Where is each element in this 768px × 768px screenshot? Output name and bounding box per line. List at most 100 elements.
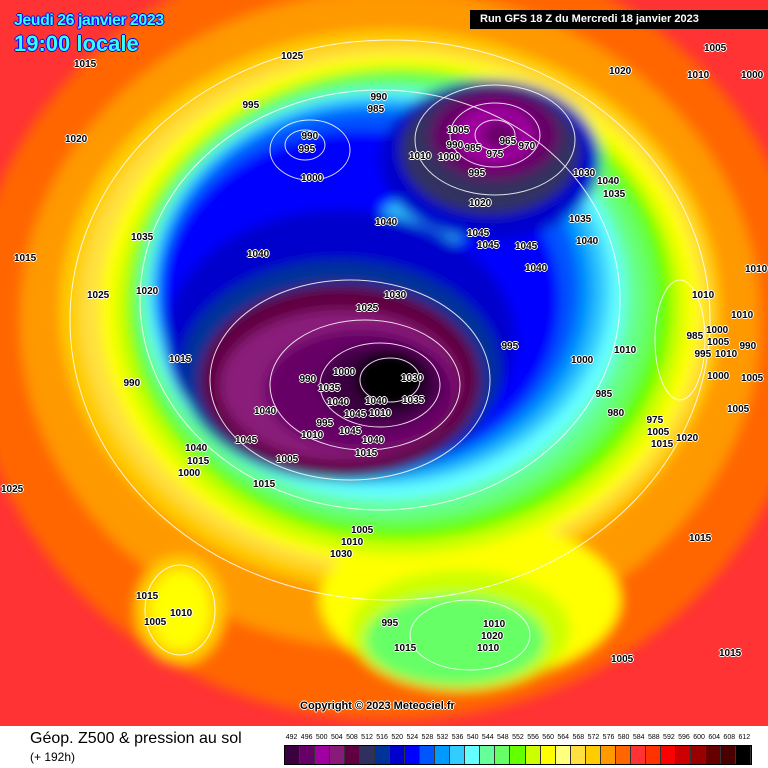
pressure-label: 1000 (571, 354, 594, 366)
legend-label: 532 (436, 734, 449, 741)
pressure-label: 1015 (651, 438, 674, 450)
pressure-label: 1010 (687, 69, 710, 81)
pressure-label: 1000 (301, 172, 324, 184)
legend-label: 588 (647, 734, 660, 741)
pressure-label: 1005 (144, 616, 167, 628)
pressure-label: 1000 (178, 467, 201, 479)
pressure-label: 1025 (1, 483, 24, 495)
legend-label: 540 (466, 734, 479, 741)
legend-swatch (555, 746, 571, 764)
pressure-label: 1020 (481, 630, 504, 642)
pressure-label: 1010 (341, 536, 364, 548)
pressure-label: 1000 (333, 366, 356, 378)
pressure-label: 975 (646, 414, 664, 426)
pressure-label: 1005 (707, 336, 730, 348)
legend-bar (284, 745, 752, 765)
legend-swatch (345, 746, 361, 764)
pressure-label: 1040 (365, 395, 388, 407)
legend-swatch (360, 746, 376, 764)
pressure-label: 1040 (362, 434, 385, 446)
pressure-label: 1005 (647, 426, 670, 438)
pressure-label: 1005 (447, 124, 470, 136)
pressure-label: 1005 (611, 653, 634, 665)
legend-swatch (315, 746, 331, 764)
legend-label: 604 (708, 734, 721, 741)
legend-label: 612 (738, 734, 751, 741)
pressure-label: 1040 (597, 175, 620, 187)
legend-label: 544 (481, 734, 494, 741)
legend-label: 580 (617, 734, 630, 741)
pressure-label: 1025 (281, 50, 304, 62)
legend-label: 600 (693, 734, 705, 741)
color-legend: 492 496 500 504 508 512 516 520 524 528 532 536 540 5… (284, 733, 752, 765)
legend-swatch (720, 746, 736, 764)
pressure-label: 1015 (14, 252, 37, 264)
legend-label: 528 (421, 734, 434, 741)
pressure-label: 1010 (731, 309, 754, 321)
legend-swatch (390, 746, 406, 764)
pressure-label: 1015 (187, 455, 210, 467)
pressure-label: 995 (468, 167, 486, 179)
pressure-label: 1030 (401, 372, 424, 384)
legend-label: 608 (723, 734, 736, 741)
pressure-label: 1045 (477, 239, 500, 251)
legend-swatch (375, 746, 391, 764)
pressure-label: 990 (301, 130, 319, 142)
legend-swatch (405, 746, 421, 764)
legend-labels: 492 496 500 504 508 512 516 520 524 528 532 536 540 5… (284, 733, 752, 743)
legend-swatch (510, 746, 526, 764)
pressure-label: 985 (464, 142, 482, 154)
run-info: Run GFS 18 Z du Mercredi 18 janvier 2023 (470, 10, 768, 29)
legend-label: 548 (497, 734, 509, 741)
pressure-label: 1045 (344, 408, 367, 420)
legend-label: 496 (300, 734, 313, 741)
pressure-label: 990 (370, 91, 388, 103)
legend-swatch (300, 746, 316, 764)
pressure-label: 1015 (719, 647, 742, 659)
weather-map: 1015 1025 1005 1020 1010 1000 1020 995 990 985 990… (0, 0, 768, 726)
geopotential-field (0, 0, 768, 726)
pressure-label: 1015 (355, 447, 378, 459)
pressure-label: 1010 (692, 289, 715, 301)
pressure-label: 1005 (727, 403, 750, 415)
pressure-label: 990 (123, 377, 141, 389)
pressure-label: 1035 (569, 213, 592, 225)
legend-swatch (570, 746, 586, 764)
pressure-label: 990 (739, 340, 757, 352)
legend-swatch (675, 746, 691, 764)
pressure-label: 1000 (707, 370, 730, 382)
pressure-label: 1045 (235, 434, 258, 446)
legend-swatch (600, 746, 616, 764)
pressure-label: 1040 (525, 262, 548, 274)
legend-swatch (525, 746, 541, 764)
pressure-label: 970 (518, 140, 536, 152)
legend-label: 552 (512, 734, 524, 741)
legend-swatch (480, 746, 496, 764)
pressure-label: 1010 (170, 607, 193, 619)
legend-label: 508 (346, 734, 358, 741)
legend-label: 492 (285, 734, 298, 741)
pressure-label: 1010 (614, 344, 637, 356)
pressure-label: 990 (446, 139, 464, 151)
pressure-label: 1010 (483, 618, 506, 630)
pressure-label: 1030 (330, 548, 353, 560)
forecast-date: Jeudi 26 janvier 2023 (14, 12, 164, 29)
pressure-label: 1040 (375, 216, 398, 228)
legend-swatch (690, 746, 706, 764)
legend-label: 596 (678, 734, 690, 741)
pressure-label: 995 (316, 417, 334, 429)
pressure-label: 990 (299, 373, 317, 385)
pressure-label: 1005 (741, 372, 764, 384)
pressure-label: 1040 (576, 235, 599, 247)
legend-label: 536 (451, 734, 464, 741)
pressure-label: 985 (595, 388, 613, 400)
pressure-label: 985 (367, 103, 385, 115)
pressure-label: 995 (298, 143, 316, 155)
pressure-label: 1040 (327, 396, 350, 408)
footer: Géop. Z500 & pression au sol (+ 192h) 49… (0, 726, 768, 768)
copyright: Copyright © 2023 Meteociel.fr (300, 700, 455, 712)
pressure-label: 1015 (74, 58, 97, 70)
pressure-label: 1010 (477, 642, 500, 654)
pressure-label: 995 (381, 617, 399, 629)
legend-swatch (660, 746, 676, 764)
